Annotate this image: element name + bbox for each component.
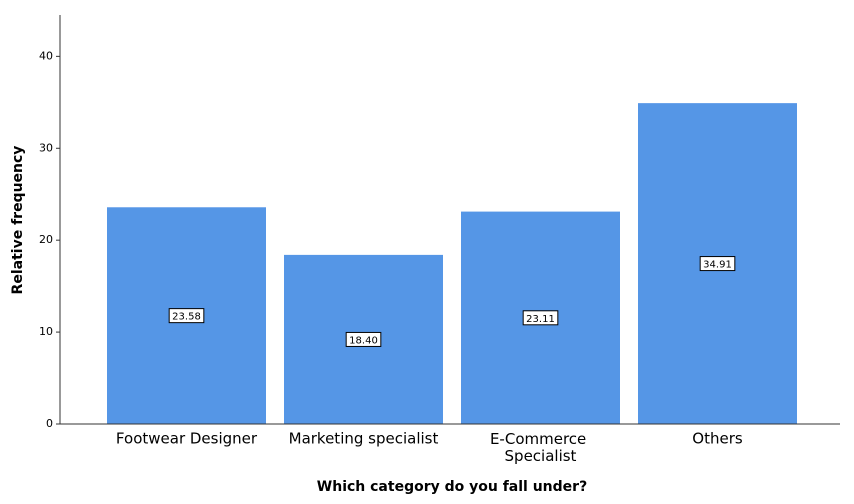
x-tick-label: Marketing specialist <box>289 430 439 448</box>
y-tick-label: 10 <box>39 325 53 338</box>
value-label-box <box>699 256 736 272</box>
value-label: 18.40 <box>349 335 378 346</box>
y-tick-label: 0 <box>46 417 53 430</box>
x-tick-label: E-Commerce Specialist <box>490 430 591 465</box>
value-label: 34.91 <box>703 260 732 271</box>
x-tick-label: Footwear Designer <box>116 430 258 448</box>
x-tick-label: Others <box>692 430 743 448</box>
value-label-box <box>168 308 205 324</box>
value-label: 23.58 <box>172 312 201 323</box>
y-tick-label: 40 <box>39 49 53 62</box>
y-tick-label: 30 <box>39 141 53 154</box>
value-label: 23.11 <box>526 314 555 325</box>
value-label-box <box>345 331 382 347</box>
y-tick-label: 20 <box>39 233 53 246</box>
x-axis-title: Which category do you fall under? <box>317 479 587 495</box>
y-axis-title: Relative frequency <box>10 146 26 295</box>
value-label-box <box>522 310 559 326</box>
